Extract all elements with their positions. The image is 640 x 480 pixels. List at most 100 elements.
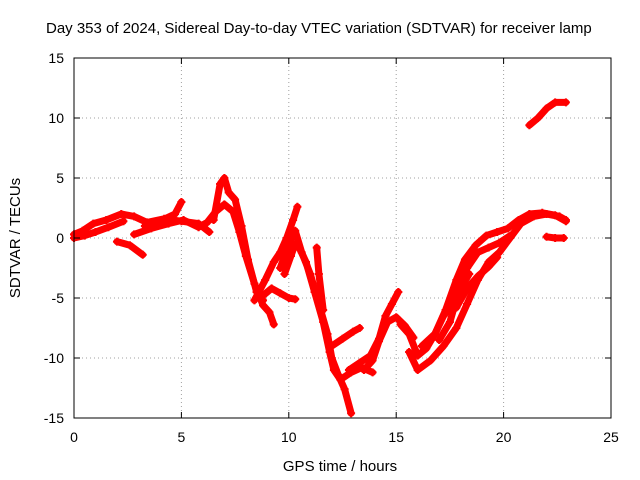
data-point (463, 264, 472, 272)
data-point (542, 104, 551, 113)
data-point (276, 289, 285, 298)
data-point (368, 368, 377, 377)
data-point (445, 318, 454, 326)
data-point (291, 226, 300, 235)
data-point (312, 243, 321, 252)
x-tick-label: 15 (388, 429, 404, 445)
data-point (261, 276, 270, 284)
data-point (561, 217, 570, 226)
x-tick-label: 5 (178, 429, 186, 445)
data-point (347, 409, 356, 418)
data-point (319, 318, 328, 326)
data-point (104, 223, 113, 232)
data-point (452, 303, 461, 312)
data-point (91, 228, 100, 236)
data-point (280, 270, 289, 278)
data-point (381, 312, 390, 320)
data-point (471, 241, 480, 250)
y-tick-label: 0 (56, 230, 64, 246)
data-point (130, 212, 139, 221)
series-arc-7 (250, 202, 302, 305)
x-tick-label: 20 (496, 429, 512, 445)
y-axis-title: SDTVAR / TECUs (7, 178, 24, 298)
data-point (417, 342, 426, 350)
data-point (130, 230, 139, 239)
data-point (220, 174, 229, 182)
series-arc-19 (435, 230, 517, 344)
axis-ticks: 0 5 10 15 20 25 -15 -10 -5 0 5 10 15 (44, 50, 619, 445)
data-point (430, 330, 439, 338)
data-point (327, 342, 336, 350)
series-arc-13 (327, 324, 364, 350)
data-point (495, 238, 504, 247)
data-point (426, 356, 435, 365)
data-point (117, 210, 126, 218)
data-point (269, 258, 278, 266)
x-tick-label: 10 (281, 429, 297, 445)
data-point (405, 348, 414, 356)
y-tick-label: -10 (44, 350, 64, 366)
data-point (237, 222, 246, 230)
data-point (413, 366, 422, 374)
data-point (368, 356, 377, 365)
data-point (355, 358, 364, 367)
data-point (293, 240, 302, 248)
data-point (344, 366, 353, 374)
data-point (179, 216, 188, 224)
data-point (525, 121, 534, 130)
data-point (396, 320, 405, 329)
data-series (70, 98, 570, 418)
data-point (503, 224, 512, 233)
data-point (291, 295, 300, 304)
data-point (112, 237, 121, 246)
data-point (293, 202, 302, 211)
data-point (119, 217, 128, 226)
data-point (216, 180, 225, 188)
y-tick-label: -5 (52, 290, 65, 306)
data-point (155, 217, 164, 226)
data-point (319, 306, 328, 314)
data-point (561, 98, 570, 107)
data-point (439, 342, 448, 350)
data-point (267, 284, 276, 293)
data-point (514, 216, 523, 224)
data-point (463, 284, 472, 293)
data-point (359, 366, 368, 374)
data-point (383, 318, 392, 326)
data-point (102, 216, 111, 224)
series-arc-6 (140, 198, 186, 230)
data-point (508, 230, 517, 239)
y-tick-label: 10 (48, 110, 64, 126)
data-point (473, 248, 482, 257)
data-point (336, 375, 345, 384)
data-point (250, 296, 259, 305)
data-point (286, 252, 295, 260)
data-point (265, 308, 274, 317)
data-point (484, 262, 493, 271)
data-point (394, 288, 403, 296)
data-point (329, 366, 338, 374)
data-point (405, 330, 414, 338)
data-point (392, 313, 401, 322)
data-point (284, 294, 293, 302)
data-point (177, 198, 186, 206)
data-point (276, 264, 285, 272)
data-point (194, 223, 203, 232)
data-point (203, 218, 212, 227)
data-point (441, 306, 450, 314)
data-point (452, 276, 461, 284)
data-point (231, 195, 240, 204)
data-point (269, 320, 278, 329)
data-point (243, 255, 252, 264)
data-point (125, 241, 134, 250)
data-point (205, 228, 214, 236)
chart-title: Day 353 of 2024, Sidereal Day-to-day VTE… (46, 20, 592, 37)
series-arc-12 (312, 243, 328, 314)
y-tick-label: 15 (48, 50, 64, 66)
data-point (314, 270, 323, 278)
data-point (170, 210, 179, 218)
data-point (325, 348, 334, 356)
grid (74, 58, 611, 418)
x-tick-label: 0 (70, 429, 78, 445)
